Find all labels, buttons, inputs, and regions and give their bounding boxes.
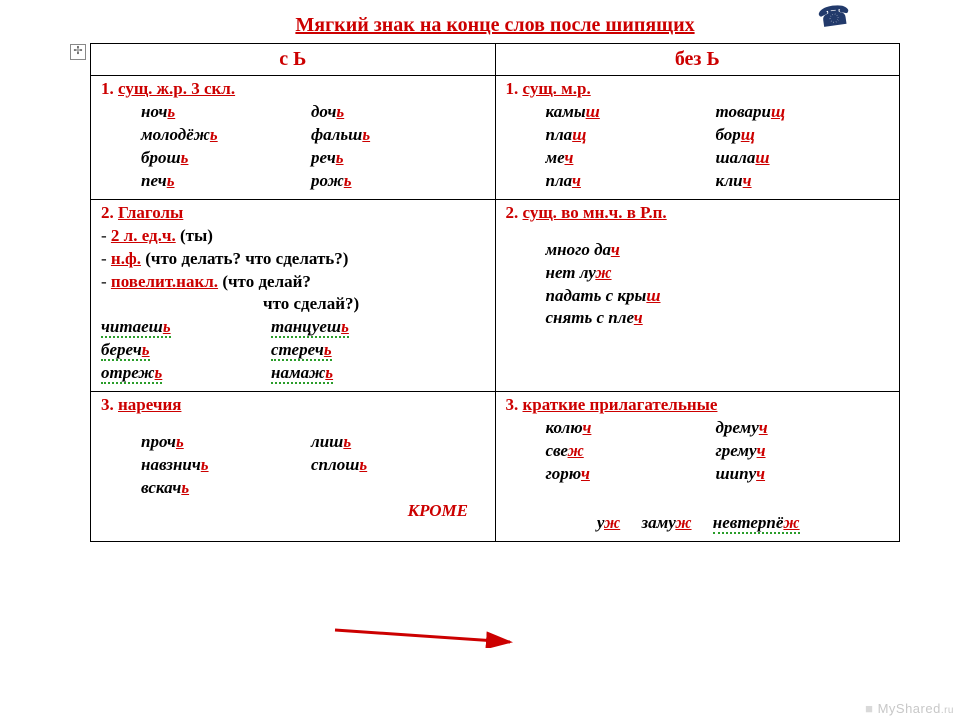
cell-3-left: 3. наречия прочьлишь навзничьсплошь вска… bbox=[91, 392, 496, 542]
rules-table: с Ь без Ь 1. сущ. ж.р. 3 скл. ночьдочь м… bbox=[90, 43, 900, 542]
page-root: ☎ Мягкий знак на конце слов после шипящи… bbox=[0, 0, 960, 552]
table-row: 2. Глаголы - 2 л. ед.ч. (ты) - н.ф. (что… bbox=[91, 199, 900, 392]
col-header-right: без Ь bbox=[495, 44, 900, 76]
watermark: ■ MyShared.ru bbox=[865, 701, 954, 716]
cell-2-left: 2. Глаголы - 2 л. ед.ч. (ты) - н.ф. (что… bbox=[91, 199, 496, 392]
decorative-top-icon: ☎ bbox=[816, 0, 852, 34]
cell-1-left: 1. сущ. ж.р. 3 скл. ночьдочь молодёжьфал… bbox=[91, 76, 496, 200]
krome-label: КРОМЕ bbox=[408, 501, 468, 520]
arrow-icon bbox=[330, 618, 530, 648]
cell-3-right: 3. краткие прилагательные колючдремуч св… bbox=[495, 392, 900, 542]
table-row: 3. наречия прочьлишь навзничьсплошь вска… bbox=[91, 392, 900, 542]
page-title: Мягкий знак на конце слов после шипящих bbox=[90, 14, 900, 37]
anchor-icon: ✢ bbox=[70, 44, 86, 60]
col-header-left: с Ь bbox=[91, 44, 496, 76]
table-row: 1. сущ. ж.р. 3 скл. ночьдочь молодёжьфал… bbox=[91, 76, 900, 200]
cell-1-right: 1. сущ. м.р. камыштоварищ плащборщ мечша… bbox=[495, 76, 900, 200]
header-row: с Ь без Ь bbox=[91, 44, 900, 76]
exception-line: уж замуж невтерпёж bbox=[506, 508, 892, 535]
cell-2-right: 2. сущ. во мн.ч. в Р.п. много дач нет лу… bbox=[495, 199, 900, 392]
